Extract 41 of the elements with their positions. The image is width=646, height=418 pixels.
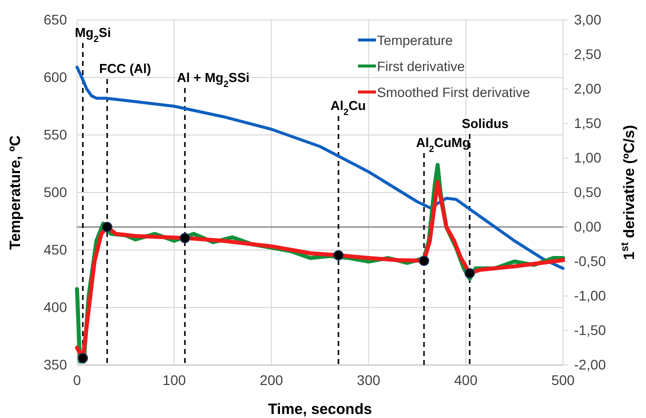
ref-line-label: Al$_{2}$CuMg: [416, 135, 470, 154]
legend-label: First derivative: [377, 59, 465, 74]
x-tick-label: 400: [454, 372, 478, 388]
point: [102, 222, 112, 232]
y2-tick-label: 0,50: [574, 184, 602, 200]
x-tick-label: 100: [162, 372, 186, 388]
legend-label: Temperature: [377, 33, 453, 48]
point: [333, 250, 344, 260]
ref-line-label: Mg$_{2}$Si: [74, 25, 111, 44]
y2-tick-label: 2,50: [574, 46, 602, 62]
x-tick-label: 500: [551, 372, 575, 388]
point: [180, 232, 190, 244]
y2-tick-label: 3,00: [574, 11, 602, 28]
y2-tick-label: 0,00: [574, 218, 602, 234]
y-axis-title: Temperature, ºC: [7, 135, 24, 250]
x-tick-label: 200: [260, 372, 284, 388]
y-tick-label: 650: [44, 11, 68, 28]
y-tick-label: 550: [44, 126, 68, 142]
y2-tick-label: 1,00: [574, 149, 602, 166]
y-tick-label: 600: [44, 68, 68, 85]
x-tick-label: 0: [73, 372, 82, 388]
y-tick-label: 450: [44, 241, 68, 258]
y2-tick-label: -2,00: [574, 356, 606, 372]
ref-line-label: Solidus: [462, 116, 509, 131]
point: [464, 268, 475, 278]
y-tick-label: 500: [44, 184, 68, 200]
y-tick-label: 400: [44, 298, 68, 315]
ref-line-label: Al$_{2}$Cu: [330, 98, 366, 117]
y2-tick-label: -0,50: [574, 252, 606, 269]
ref-line-label: Al + Mg$_{2}$SSi: [176, 70, 250, 89]
y-tick-label: 350: [44, 356, 68, 372]
ref-line-label: FCC (Al): [99, 61, 152, 76]
y2-tick-label: 2,00: [574, 80, 602, 96]
y2-tick-label: -1,00: [574, 287, 606, 304]
point: [418, 256, 430, 266]
point: [78, 352, 88, 364]
x-axis-title: Time, seconds: [268, 401, 372, 418]
y2-tick-label: -1,50: [574, 322, 606, 338]
legend-label: Smoothed First derivative: [377, 85, 530, 100]
x-tick-label: 300: [356, 372, 380, 388]
y2-tick-label: 1,50: [574, 114, 602, 131]
